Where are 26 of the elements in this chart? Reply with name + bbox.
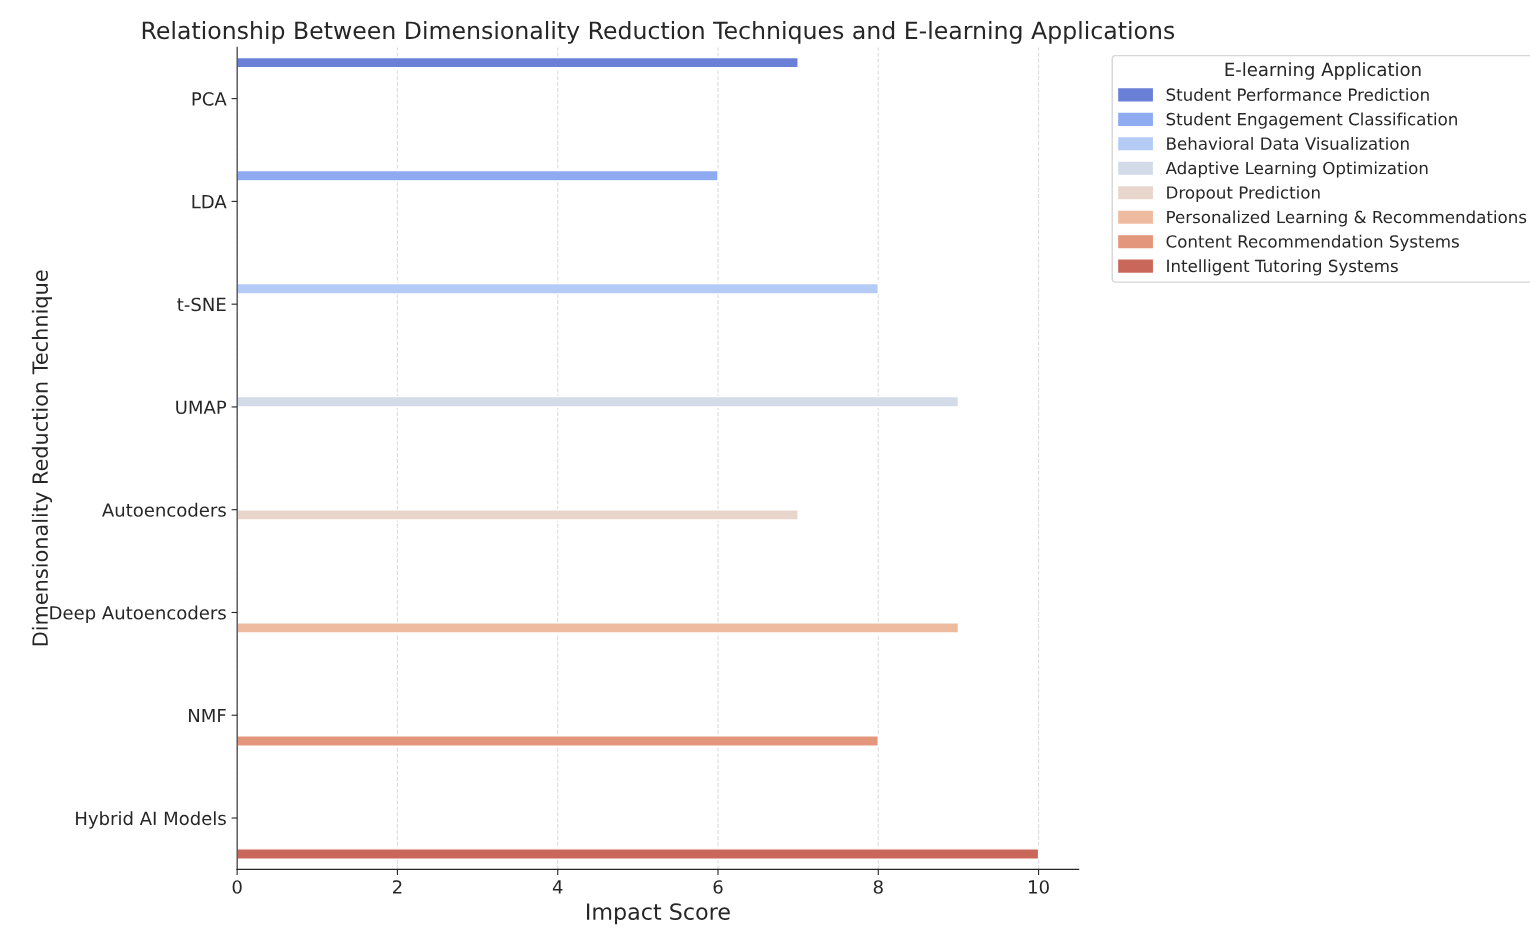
y-tick-label: LDA xyxy=(192,195,227,209)
x-tick-label: 0 xyxy=(232,880,242,894)
x-tick-label: 8 xyxy=(873,880,883,894)
x-tick-label: 2 xyxy=(393,880,402,894)
y-tick-label: Hybrid AI Models xyxy=(76,811,226,829)
legend-label: Content Recommendation Systems xyxy=(1166,234,1459,251)
legend-label: Dropout Prediction xyxy=(1167,185,1320,203)
y-tick-label: UMAP xyxy=(176,400,227,415)
chart-title: Relationship Between Dimensionality Reduction Techniques and E-learning Applications xyxy=(142,20,1175,44)
legend-title: E-learning Application xyxy=(1225,62,1421,80)
y-axis-title: Dimensionality Reduction Technique xyxy=(31,270,53,646)
y-tick-label: PCA xyxy=(192,92,227,106)
x-axis-title: Impact Score xyxy=(587,903,730,925)
y-tick-label: Deep Autoencoders xyxy=(50,605,226,624)
x-tick-label: 4 xyxy=(552,880,563,894)
legend-label: Adaptive Learning Optimization xyxy=(1165,161,1428,178)
y-tick-label: Autoencoders xyxy=(102,502,226,517)
legend-label: Student Engagement Classification xyxy=(1166,112,1457,129)
legend-label: Intelligent Tutoring Systems xyxy=(1167,259,1398,276)
legend-label: Student Performance Prediction xyxy=(1166,88,1429,101)
y-tick-label: t-SNE xyxy=(177,297,226,312)
x-tick-label: 10 xyxy=(1029,880,1049,894)
legend-label: Behavioral Data Visualization xyxy=(1167,136,1409,150)
legend-label: Personalized Learning & Recommendations xyxy=(1167,210,1527,227)
y-tick-label: NMF xyxy=(189,708,226,723)
x-tick-label: 6 xyxy=(713,880,723,894)
